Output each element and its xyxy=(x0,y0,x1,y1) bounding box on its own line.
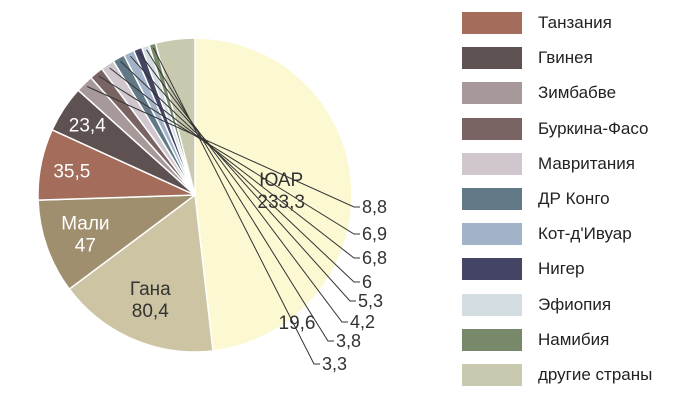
leader-line-эфиопия xyxy=(146,49,334,342)
leader-line-нигер xyxy=(138,52,348,323)
legend: Танзания Гвинея Зимбабве Буркина-Фасо Маврит… xyxy=(462,0,689,400)
legend-item: Нигер xyxy=(462,254,689,284)
legend-item: Зимбабве xyxy=(462,78,689,108)
legend-item: другие страны xyxy=(462,360,689,390)
legend-swatch xyxy=(462,152,522,175)
legend-label: Эфиопия xyxy=(538,294,612,314)
legend-label: другие страны xyxy=(538,365,653,384)
legend-label: Гвинея xyxy=(538,48,593,68)
legend-label: ДР Конго xyxy=(538,189,610,208)
slice-value-label-юар: 233,3 xyxy=(257,192,305,213)
legend-swatch xyxy=(462,293,522,316)
slice-value-label-гана: 80,4 xyxy=(132,301,169,322)
slice-value-label-нигер: 4,2 xyxy=(350,312,375,332)
slice-name-label-гана: Гана xyxy=(130,279,171,300)
slice-value-label-другие-страны: 19,6 xyxy=(279,313,316,334)
legend-label: Буркина-Фасо xyxy=(538,118,649,138)
legend-item: Мавритания xyxy=(462,149,689,179)
legend-item: Танзания xyxy=(462,8,689,38)
leader-line-зимбабве xyxy=(86,86,360,208)
legend-item: Гвинея xyxy=(462,43,689,73)
legend-label: Кот-д'Ивуар xyxy=(538,224,632,244)
legend-item: Буркина-Фасо xyxy=(462,114,689,144)
leader-lines xyxy=(86,47,360,365)
legend-item: Намибия xyxy=(462,325,689,355)
legend-label: Намибия xyxy=(538,329,610,349)
legend-label: Мавритания xyxy=(538,153,635,173)
leader-line-буркина-фасо xyxy=(98,75,360,235)
slice-value-label-танзания: 35,5 xyxy=(53,161,90,182)
slice-value-label-мали: 47 xyxy=(75,235,96,256)
slice-value-label-буркина-фасо: 6,9 xyxy=(362,224,387,244)
legend-swatch xyxy=(462,12,522,34)
leader-line-др-конго xyxy=(120,61,360,283)
legend-swatch xyxy=(462,82,522,105)
pie-slice-другие-страны xyxy=(154,37,196,196)
slice-value-label-намибия: 3,3 xyxy=(322,354,347,374)
slice-value-label-мавритания: 6,8 xyxy=(362,248,387,268)
pie-slice-мали xyxy=(37,194,198,291)
legend-swatch xyxy=(462,188,522,210)
pie-slice-гана xyxy=(68,193,214,353)
leader-line-мавритания xyxy=(109,67,360,259)
legend-item: Кот-д'Ивуар xyxy=(462,219,689,249)
legend-item: Эфиопия xyxy=(462,290,689,320)
slice-value-label-эфиопия: 3,8 xyxy=(336,331,361,351)
legend-swatch xyxy=(462,47,522,70)
slice-value-label-гвинея: 23,4 xyxy=(69,115,106,136)
slice-value-label-зимбабве: 8,8 xyxy=(362,197,387,217)
pie-slice-юар xyxy=(194,37,353,352)
leader-line-намибия xyxy=(152,47,320,365)
legend-swatch xyxy=(462,364,522,386)
slice-name-label-юар: ЮАР xyxy=(259,170,303,191)
legend-item: ДР Конго xyxy=(462,184,689,214)
slice-name-label-мали: Мали xyxy=(61,213,109,234)
slice-value-label-др-конго: 6 xyxy=(362,272,372,292)
legend-swatch xyxy=(462,223,522,246)
legend-label: Нигер xyxy=(538,259,585,279)
legend-label: Зимбабве xyxy=(538,83,617,103)
legend-label: Танзания xyxy=(538,13,612,32)
legend-swatch xyxy=(462,258,522,281)
slice-value-label-кот-д-ивуар: 5,3 xyxy=(358,291,383,311)
legend-swatch xyxy=(462,117,522,140)
legend-swatch xyxy=(462,328,522,351)
